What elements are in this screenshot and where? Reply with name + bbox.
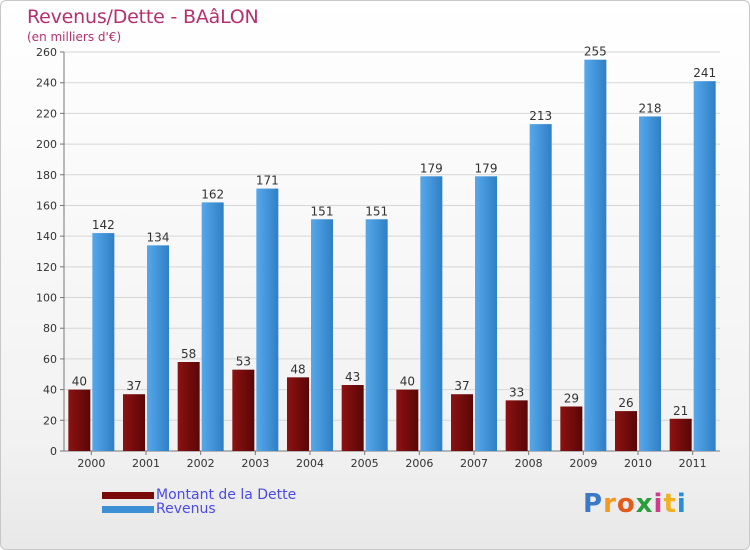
data-label-debt: 40	[72, 375, 87, 389]
data-label-revenue: 142	[92, 218, 115, 232]
bar-revenue	[365, 219, 388, 451]
logo-letter: P	[583, 489, 604, 519]
bar-debt	[232, 369, 255, 451]
bar-revenue	[201, 202, 224, 451]
y-tick-label: 160	[36, 199, 57, 212]
bar-revenue	[693, 81, 716, 452]
data-label-debt: 48	[290, 362, 305, 376]
y-tick-label: 180	[36, 169, 57, 182]
chart-title: Revenus/Dette - BAâLON	[27, 6, 259, 28]
data-label-debt: 37	[454, 379, 469, 393]
legend: Montant de la Dette Revenus	[102, 487, 297, 517]
data-label-debt: 33	[509, 385, 524, 399]
y-tick-label: 120	[36, 261, 57, 274]
data-label-debt: 37	[126, 379, 141, 393]
bar-revenue	[311, 219, 333, 451]
logo-letter: i	[676, 489, 687, 519]
bar-debt	[341, 385, 364, 451]
bar-debt	[560, 406, 583, 451]
bar-revenue	[475, 176, 497, 452]
data-label-revenue: 134	[147, 230, 170, 244]
y-tick-label: 200	[36, 138, 57, 151]
y-tick-label: 0	[50, 445, 57, 458]
data-label-revenue: 213	[529, 109, 552, 123]
x-tick-label: 2002	[187, 457, 215, 470]
x-tick-label: 2001	[132, 457, 160, 470]
legend-swatch-debt	[102, 491, 154, 499]
logo-letter: i	[653, 489, 664, 519]
bar-debt	[451, 394, 473, 451]
y-tick-label: 140	[36, 230, 57, 243]
bar-revenue	[420, 176, 443, 452]
legend-label-debt: Montant de la Dette	[156, 487, 297, 503]
chart-subtitle: (en milliers d'€)	[27, 30, 122, 44]
x-tick-label: 2010	[624, 457, 652, 470]
logo-letter: o	[616, 489, 636, 519]
x-tick-label: 2006	[405, 457, 433, 470]
logo-letter: x	[635, 489, 654, 519]
data-label-debt: 21	[673, 404, 688, 418]
bar-debt	[669, 418, 692, 451]
bar-debt	[615, 411, 637, 451]
x-tick-label: 2007	[460, 457, 488, 470]
bar-debt	[505, 400, 528, 451]
x-tick-label: 2005	[351, 457, 379, 470]
y-tick-label: 220	[36, 107, 57, 120]
logo-letter: r	[603, 489, 617, 519]
data-label-revenue: 241	[693, 66, 716, 80]
y-tick-label: 20	[43, 414, 57, 427]
x-tick-label: 2009	[569, 457, 597, 470]
bar-revenue	[147, 245, 169, 451]
y-tick-label: 100	[36, 292, 57, 305]
x-tick-label: 2008	[515, 457, 543, 470]
legend-swatch-revenue	[102, 505, 154, 513]
bar-debt	[68, 389, 91, 451]
y-tick-label: 80	[43, 322, 57, 335]
bar-revenue	[256, 188, 279, 452]
data-label-revenue: 151	[365, 204, 388, 218]
x-tick-label: 2003	[241, 457, 269, 470]
bar-debt	[177, 361, 200, 451]
x-tick-label: 2000	[77, 457, 105, 470]
proxiti-logo: Proxiti	[583, 489, 687, 519]
data-label-revenue: 218	[639, 101, 662, 115]
x-tick-label: 2004	[296, 457, 324, 470]
data-label-debt: 40	[400, 375, 415, 389]
logo-letter: t	[663, 489, 677, 519]
data-label-debt: 58	[181, 347, 196, 361]
y-tick-label: 260	[36, 46, 57, 59]
data-label-revenue: 171	[256, 174, 279, 188]
bar-debt	[396, 389, 419, 451]
data-label-revenue: 162	[201, 187, 224, 201]
legend-item-debt: Montant de la Dette	[102, 487, 297, 503]
data-label-debt: 53	[236, 355, 251, 369]
x-tick-label: 2011	[679, 457, 707, 470]
bar-debt	[287, 377, 309, 451]
data-label-revenue: 179	[475, 161, 498, 175]
y-tick-label: 40	[43, 384, 57, 397]
bar-revenue	[529, 124, 552, 451]
y-tick-label: 240	[36, 77, 57, 90]
bar-debt	[123, 394, 145, 451]
legend-label-revenue: Revenus	[156, 501, 216, 517]
bar-revenue	[92, 233, 115, 451]
data-label-debt: 26	[618, 396, 633, 410]
legend-item-revenue: Revenus	[102, 501, 296, 517]
y-tick-label: 60	[43, 353, 57, 366]
data-label-debt: 29	[564, 391, 579, 405]
data-label-revenue: 151	[311, 204, 334, 218]
bar-revenue	[639, 116, 661, 451]
data-label-debt: 43	[345, 370, 360, 384]
data-label-revenue: 179	[420, 161, 443, 175]
data-label-revenue: 255	[584, 45, 607, 59]
bar-revenue	[584, 59, 607, 452]
